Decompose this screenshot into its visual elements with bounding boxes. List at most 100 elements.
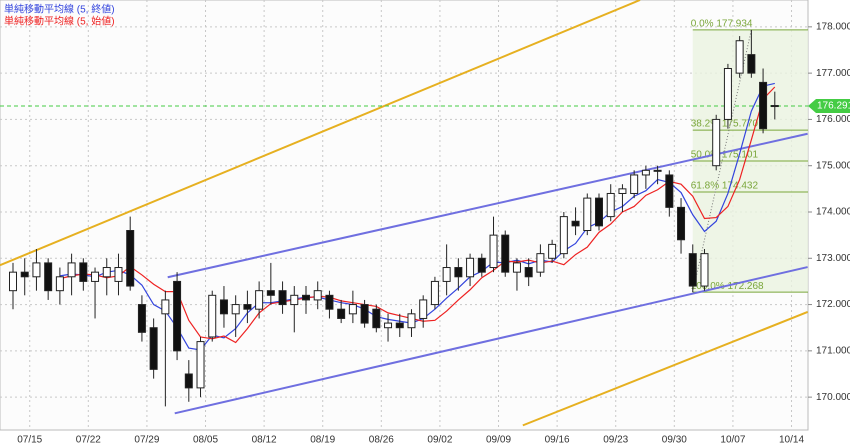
trend-line xyxy=(167,132,808,279)
y-tick-label: 172.000 xyxy=(816,299,850,310)
x-tick-label: 09/23 xyxy=(603,435,628,446)
trend-lines xyxy=(0,0,808,427)
plot-area xyxy=(0,0,809,431)
candle-body xyxy=(243,304,252,310)
legend: 単純移動平均線 (5, 終値)単純移動平均線 (5, 始値) xyxy=(4,3,115,28)
candle-body xyxy=(360,304,369,324)
candle-body xyxy=(114,267,123,282)
candle-body xyxy=(606,192,615,218)
x-tick-label: 09/16 xyxy=(545,435,570,446)
fib-label: 61.8% 174.432 xyxy=(691,181,759,192)
y-tick-label: 176.000 xyxy=(816,114,850,125)
candle-body xyxy=(536,253,545,273)
candle-body xyxy=(747,54,756,74)
candle-body xyxy=(337,308,346,319)
candle-body xyxy=(665,174,674,208)
y-tick-label: 170.000 xyxy=(816,392,850,403)
candle-body xyxy=(489,234,498,269)
candle-body xyxy=(700,253,709,287)
legend-entry: 単純移動平均線 (5, 終値) xyxy=(4,3,115,16)
candle-body xyxy=(278,290,287,306)
candle-body xyxy=(688,253,697,287)
candle-body xyxy=(32,262,41,278)
candle-body xyxy=(723,68,732,120)
candle-body xyxy=(79,262,88,282)
fib-label: 0.0% 177.934 xyxy=(691,19,753,30)
candle-body xyxy=(184,373,193,389)
fib-label: 50.0% 175.101 xyxy=(691,150,759,161)
y-tick-label: 171.000 xyxy=(816,345,850,356)
candle-body xyxy=(559,216,568,255)
x-tick-label: 07/29 xyxy=(134,435,159,446)
x-tick-label: 08/12 xyxy=(252,435,277,446)
x-tick-label: 09/09 xyxy=(486,435,511,446)
candle-body xyxy=(712,118,721,167)
candle-body xyxy=(677,206,686,241)
x-tick-label: 09/02 xyxy=(427,435,452,446)
candle-body xyxy=(313,290,322,301)
x-tick-label: 08/05 xyxy=(193,435,218,446)
candle-body xyxy=(442,267,451,282)
candle-body xyxy=(583,197,592,232)
candle-body xyxy=(325,294,334,310)
candle-body xyxy=(395,322,404,329)
candle-body xyxy=(430,280,439,306)
candles xyxy=(9,29,779,407)
x-tick-label: 08/19 xyxy=(310,435,335,446)
candle-body xyxy=(126,230,135,287)
candle-body xyxy=(91,271,100,282)
candle-body xyxy=(653,169,662,172)
y-tick-label: 175.000 xyxy=(816,160,850,171)
x-tick-label: 08/26 xyxy=(369,435,394,446)
candle-body xyxy=(55,276,64,292)
axes: 170.000 171.000 172.000 173.000 174.000 175.0… xyxy=(17,21,850,446)
y-tick-label: 177.000 xyxy=(816,68,850,79)
candle-body xyxy=(735,40,744,74)
candle-body xyxy=(595,197,603,227)
candle-body xyxy=(372,308,381,329)
candle-body xyxy=(407,313,416,329)
trend-line xyxy=(174,266,808,415)
candle-body xyxy=(548,243,557,259)
candle-body xyxy=(9,271,17,292)
candle-body xyxy=(512,262,521,273)
candle-body xyxy=(44,262,53,292)
candle-body xyxy=(630,174,639,194)
candle-body xyxy=(759,81,768,130)
candle-body xyxy=(348,304,357,315)
candle-body xyxy=(161,299,170,315)
y-tick-label: 178.000 xyxy=(816,21,850,32)
candle-body xyxy=(466,257,475,278)
candle-body xyxy=(384,322,393,329)
candle-body xyxy=(137,304,146,333)
candle-body xyxy=(173,280,182,352)
candle-body xyxy=(571,220,580,227)
candle-body xyxy=(477,257,486,273)
fib-label: 38.2% 175.770 xyxy=(691,119,759,130)
current-price-label: 176.291 xyxy=(817,101,850,112)
x-tick-label: 10/07 xyxy=(720,435,745,446)
candle-body xyxy=(524,267,533,278)
candle-body xyxy=(231,304,240,315)
candle-body xyxy=(67,262,76,278)
y-tick-label: 174.000 xyxy=(816,207,850,218)
y-tick-label: 173.000 xyxy=(816,253,850,264)
candle-body xyxy=(419,299,428,319)
trend-line xyxy=(522,311,808,427)
candle-body xyxy=(149,327,158,370)
x-tick-label: 07/22 xyxy=(76,435,101,446)
current-price-tag xyxy=(808,98,850,113)
candle-body xyxy=(219,299,228,315)
trend-line xyxy=(0,0,641,267)
candle-body xyxy=(255,290,264,310)
candle-body xyxy=(501,234,510,273)
candle-body xyxy=(302,294,310,301)
legend-entry: 単純移動平均線 (5, 始値) xyxy=(4,15,115,28)
candle-body xyxy=(290,294,299,306)
candle-body xyxy=(102,267,111,278)
x-tick-label: 09/30 xyxy=(662,435,687,446)
x-tick-label: 10/14 xyxy=(779,435,804,446)
candle-body xyxy=(618,188,627,194)
candle-body xyxy=(196,341,205,389)
